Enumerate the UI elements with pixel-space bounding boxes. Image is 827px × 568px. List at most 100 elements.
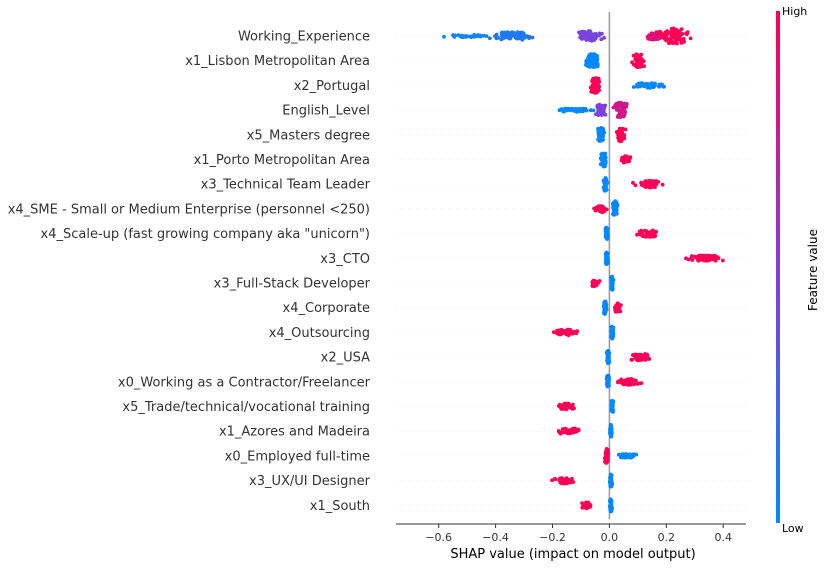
- shap-dot: [569, 427, 573, 432]
- x-tick-label: −0.6: [425, 531, 452, 544]
- shap-dot: [599, 37, 604, 42]
- shap-dot: [475, 34, 480, 39]
- shap-dot: [484, 34, 489, 38]
- shap-dot: [456, 33, 461, 37]
- x-tick-label: −0.4: [482, 531, 509, 544]
- shap-dot: [649, 182, 653, 187]
- shap-dot: [586, 31, 591, 36]
- x-tick-label: 0.4: [714, 531, 732, 544]
- shap-dot: [639, 81, 643, 86]
- shap-dot: [610, 280, 615, 284]
- shap-dot: [516, 34, 521, 39]
- shap-dot: [580, 501, 584, 505]
- shap-dot: [635, 65, 640, 69]
- shap-dot: [625, 382, 629, 387]
- shap-dot: [605, 256, 610, 260]
- shap-dot: [639, 228, 644, 233]
- shap-dot: [610, 402, 615, 407]
- shap-dot: [643, 179, 648, 184]
- shap-dot: [587, 38, 592, 42]
- shap-dot: [559, 431, 563, 436]
- shap-dot: [604, 460, 609, 465]
- shap-dot: [602, 112, 607, 117]
- colorbar: [776, 11, 780, 523]
- shap-dot: [616, 305, 620, 310]
- shap-dot: [716, 256, 721, 260]
- feature-label: English_Level: [282, 104, 370, 119]
- feature-label: x3_Full-Stack Developer: [214, 277, 371, 292]
- shap-dot: [631, 382, 636, 387]
- shap-dot: [552, 477, 557, 481]
- shap-dot: [592, 280, 597, 285]
- shap-dot: [645, 353, 650, 358]
- shap-dot: [608, 431, 613, 435]
- x-axis-ticks: −0.6 −0.4 −0.2 0.0 0.2 0.4: [425, 524, 732, 544]
- shap-dot: [656, 36, 661, 41]
- x-tick-label: 0.0: [601, 531, 619, 544]
- shap-dot: [573, 426, 577, 431]
- shap-dot: [676, 33, 680, 37]
- shap-dot: [599, 204, 603, 209]
- feature-label: x4_SME - Small or Medium Enterprise (per…: [8, 202, 370, 217]
- shap-dot: [605, 380, 610, 385]
- shap-dot: [594, 207, 598, 212]
- feature-label: x1_Porto Metropolitan Area: [194, 153, 370, 168]
- shap-dot: [611, 399, 615, 403]
- shap-dot: [619, 378, 624, 383]
- shap-dot: [630, 358, 634, 362]
- shap-dot: [592, 35, 597, 40]
- shap-dot: [703, 255, 708, 260]
- shap-dot: [608, 506, 613, 510]
- shap-dot: [646, 230, 651, 235]
- shap-dot: [682, 39, 686, 44]
- shap-dot: [605, 234, 610, 239]
- feature-label: x3_UX/UI Designer: [249, 474, 371, 489]
- shap-dot: [565, 331, 569, 336]
- shap-dot: [505, 32, 510, 37]
- shap-dot: [589, 33, 594, 38]
- shap-dot: [609, 479, 614, 484]
- shap-dot: [633, 183, 638, 188]
- shap-dot: [626, 159, 630, 164]
- shap-dot: [610, 329, 614, 333]
- shap-dot: [686, 257, 691, 262]
- shap-dot: [681, 37, 686, 41]
- shap-dot: [670, 27, 674, 32]
- shap-dot: [603, 308, 607, 313]
- shap-dot: [592, 77, 597, 82]
- shap-dot: [608, 425, 613, 429]
- feature-label: x5_Trade/technical/vocational training: [122, 400, 370, 415]
- shap-dot: [608, 472, 613, 477]
- shap-dot: [690, 254, 695, 258]
- shap-dot: [634, 356, 638, 361]
- feature-label: x0_Working as a Contractor/Freelancer: [118, 375, 371, 390]
- shap-dot: [609, 335, 614, 340]
- shap-dot: [518, 31, 522, 35]
- shap-dot: [606, 352, 611, 357]
- shap-dot: [615, 309, 620, 314]
- shap-dot: [593, 55, 598, 60]
- shap-dot: [569, 480, 573, 485]
- shap-dot: [639, 56, 643, 61]
- x-tick-label: 0.2: [658, 531, 676, 544]
- feature-label: x5_Masters degree: [247, 128, 370, 143]
- shap-dot: [570, 407, 575, 411]
- colorbar-title: Feature value: [806, 229, 820, 311]
- shap-dot: [557, 108, 562, 113]
- shap-dot: [707, 258, 711, 263]
- shap-dot: [604, 261, 608, 266]
- feature-label: x4_Corporate: [283, 301, 370, 316]
- shap-dot: [608, 476, 613, 480]
- shap-dot: [493, 34, 497, 38]
- feature-labels: Working_Experience x1_Lisbon Metropolitan…: [8, 30, 371, 514]
- shap-dot: [560, 427, 565, 432]
- shap-dot: [620, 136, 625, 141]
- shap-dot: [530, 35, 535, 40]
- shap-dot: [610, 274, 615, 279]
- feature-label: x0_Employed full-time: [225, 449, 370, 464]
- shap-dot: [601, 164, 606, 169]
- shap-dot: [620, 111, 625, 116]
- shap-dot: [472, 33, 477, 37]
- shap-dot: [669, 33, 674, 38]
- shap-dot: [591, 108, 596, 113]
